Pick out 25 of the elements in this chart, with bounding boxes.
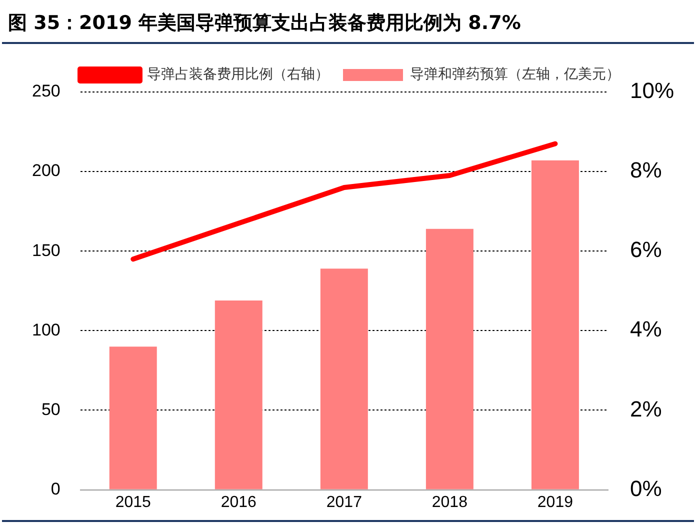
- x-tick-label: 2016: [220, 494, 257, 511]
- x-tick-label: 2019: [537, 494, 574, 511]
- bar: [426, 228, 474, 490]
- y2-tick-label: 0%: [630, 476, 662, 501]
- y2-tick-label: 4%: [630, 316, 662, 342]
- x-tick-label: 2017: [326, 494, 362, 511]
- y-tick-label: 250: [32, 82, 60, 101]
- y-tick-label: 100: [32, 320, 60, 340]
- bar: [320, 268, 368, 490]
- x-tick-label: 2018: [432, 494, 468, 511]
- y2-tick-label: 8%: [630, 158, 662, 183]
- chart-title: 图 35：2019 年美国导弹预算支出占装备费用比例为 8.7%: [2, 2, 694, 44]
- y-tick-label: 50: [41, 400, 60, 419]
- y-tick-label: 0: [50, 479, 60, 498]
- legend-label: 导弹占装备费用比例（右轴）: [147, 66, 329, 83]
- bar: [214, 300, 262, 490]
- y2-tick-label: 2%: [630, 396, 662, 422]
- y2-tick-label: 6%: [630, 237, 662, 262]
- bar: [531, 160, 579, 490]
- x-tick-label: 2015: [115, 494, 152, 511]
- y2-tick-label: 10%: [630, 78, 674, 104]
- y-tick-label: 200: [32, 161, 60, 180]
- legend-label: 导弹和弹药预算（左轴，亿美元）: [410, 66, 620, 83]
- bar: [109, 346, 157, 490]
- y-tick-label: 150: [32, 240, 60, 260]
